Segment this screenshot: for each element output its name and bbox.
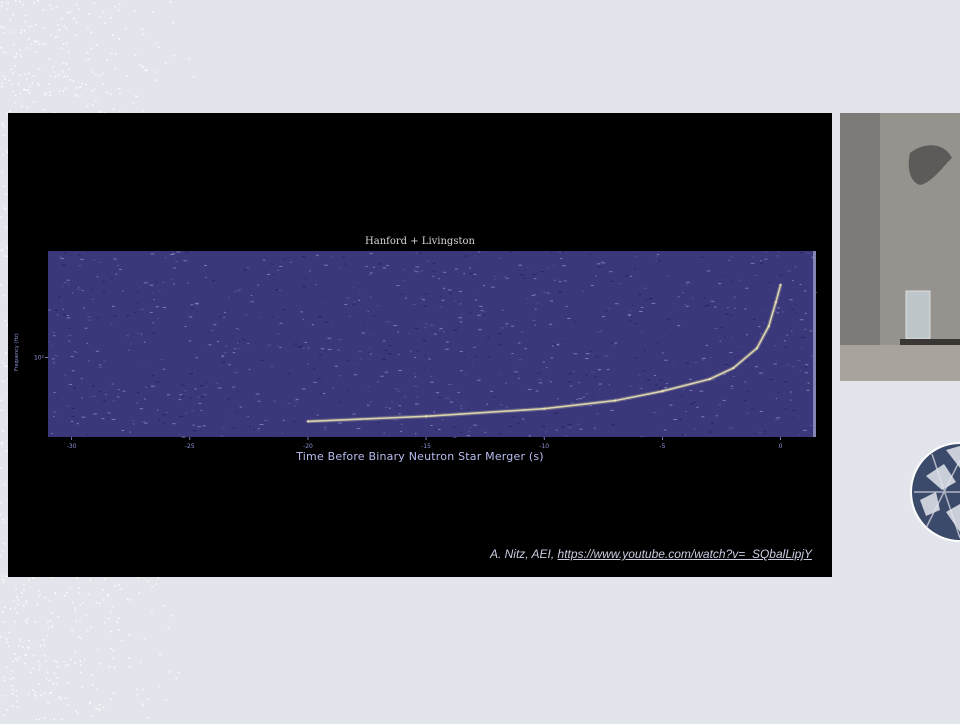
chirp-point <box>543 408 545 410</box>
table-edge <box>900 339 960 345</box>
spectrogram-plot-area <box>48 251 816 437</box>
webcam-video <box>840 113 960 381</box>
chirp-point <box>732 367 734 369</box>
chirp-point <box>709 378 711 380</box>
chirp-point <box>614 399 616 401</box>
x-tick-label: 0 <box>779 443 783 450</box>
x-tick-label: -15 <box>421 443 431 450</box>
x-axis-ticks: -30 -25 -20 -15 -10 -5 0 <box>67 437 783 450</box>
x-tick-label: -10 <box>539 443 549 450</box>
chirp-point <box>768 325 770 327</box>
credit-line: A. Nitz, AEI, https://www.youtube.com/wa… <box>490 547 812 561</box>
chirp-point <box>779 284 781 286</box>
y-axis-ticks: 10² <box>34 354 48 361</box>
water-glass <box>906 291 930 339</box>
x-tick-label: -20 <box>303 443 313 450</box>
x-tick-label: -5 <box>659 443 665 450</box>
chirp-point <box>307 420 309 422</box>
chirp-point <box>425 415 427 417</box>
webcam-scene <box>840 113 960 381</box>
y-tick-label: 10² <box>34 354 45 361</box>
presentation-slide: -30 -25 -20 -15 -10 -5 0 10² Hanford + Livings… <box>8 113 832 577</box>
x-tick-label: -25 <box>185 443 195 450</box>
chirp-point <box>661 390 663 392</box>
credit-author: A. Nitz, AEI, <box>490 547 558 561</box>
chirp-point <box>756 347 758 349</box>
video-link[interactable]: https://www.youtube.com/watch?v=_SQbalLi… <box>558 547 812 561</box>
x-axis-label: Time Before Binary Neutron Star Merger (… <box>8 450 832 463</box>
chart-title: Hanford + Livingston <box>8 236 832 247</box>
y-axis-label: Frequency (Hz) <box>14 341 20 371</box>
x-tick-label: -30 <box>67 443 77 450</box>
chirp-point <box>775 301 777 303</box>
institute-logo <box>906 442 960 542</box>
spectrogram-chart: -30 -25 -20 -15 -10 -5 0 10² <box>8 113 832 577</box>
